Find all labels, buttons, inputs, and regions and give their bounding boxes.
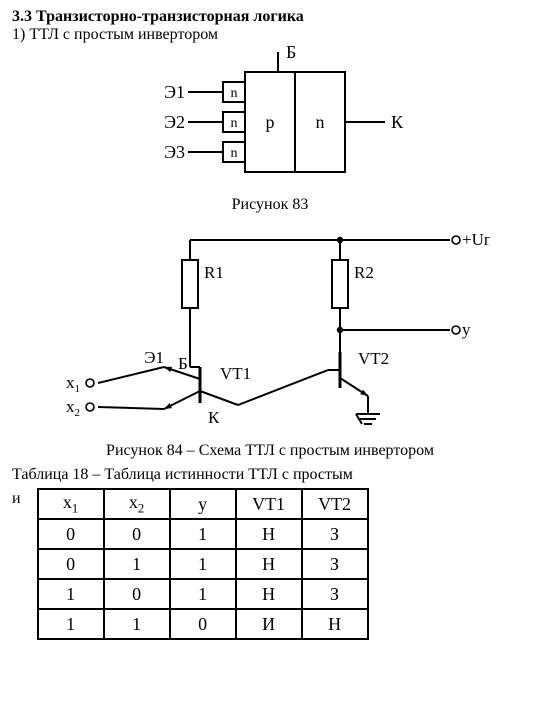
svg-text:Э1: Э1 [164,82,185,102]
table-cell: 1 [170,579,236,609]
svg-text:К: К [391,112,404,132]
table-cell: 0 [104,579,170,609]
table-header-cell: VT2 [302,489,368,519]
table-cell: 1 [170,519,236,549]
svg-text:VT1: VT1 [220,364,251,383]
table-cell: Н [236,549,302,579]
table-cell: 0 [38,519,104,549]
svg-text:n: n [231,86,238,101]
table-cell: З [302,519,368,549]
svg-text:n: n [316,112,325,132]
table-row: 001НЗ [38,519,368,549]
svg-text:y: y [462,320,471,339]
svg-text:n: n [231,116,238,131]
figure-84-caption: Рисунок 84 – Схема ТТЛ с простым инверто… [12,442,528,460]
svg-text:Б: Б [178,354,188,373]
svg-text:+Uп: +Uп [462,230,490,249]
table-cell: Н [302,609,368,639]
table-header-cell: VT1 [236,489,302,519]
table-cell: 1 [104,609,170,639]
section-heading: 3.3 Транзисторно-транзисторная логика [12,8,528,26]
svg-text:x1: x1 [66,373,80,395]
subsection-heading: 1) ТТЛ с простым инвертором [12,26,528,44]
table-cell: 0 [170,609,236,639]
svg-text:Э3: Э3 [164,142,185,162]
table-header-cell: y [170,489,236,519]
svg-text:n: n [231,146,238,161]
table-row: 011НЗ [38,549,368,579]
figure-83: p n Б Кn Э1 n Э2 n Э3 [12,44,528,194]
svg-text:Э1: Э1 [144,348,164,367]
svg-text:К: К [208,408,220,427]
table-cell: 1 [170,549,236,579]
svg-text:Э2: Э2 [164,112,185,132]
svg-text:p: p [266,112,275,132]
table-header-cell: x1 [38,489,104,519]
table-18-caption: Таблица 18 – Таблица истинности ТТЛ с пр… [12,466,528,484]
table-cell: Н [236,519,302,549]
table-cell: 0 [38,549,104,579]
figure-84-svg: +Uп R1 R2 y Б К Э1 VT1 x1x2 VT2 [50,220,490,440]
svg-text:VT2: VT2 [358,349,389,368]
figure-84: +Uп R1 R2 y Б К Э1 VT1 x1x2 VT2 [12,220,528,440]
truth-table: x1x2yVT1VT2001НЗ011НЗ101НЗ110ИН [37,488,369,640]
svg-text:Б: Б [286,44,296,62]
table-row: 110ИН [38,609,368,639]
table-row: 101НЗ [38,579,368,609]
table-cell: 0 [104,519,170,549]
table-cell: З [302,549,368,579]
table-header-cell: x2 [104,489,170,519]
figure-83-svg: p n Б Кn Э1 n Э2 n Э3 [130,44,410,194]
svg-text:R2: R2 [354,263,374,282]
table-cell: Н [236,579,302,609]
table-cell: 1 [38,609,104,639]
figure-83-caption: Рисунок 83 [12,196,528,214]
table-cell: И [236,609,302,639]
svg-text:x2: x2 [66,397,80,419]
table-18-leading-char: и [12,484,21,508]
table-cell: 1 [104,549,170,579]
svg-text:R1: R1 [204,263,224,282]
table-cell: 1 [38,579,104,609]
table-cell: З [302,579,368,609]
